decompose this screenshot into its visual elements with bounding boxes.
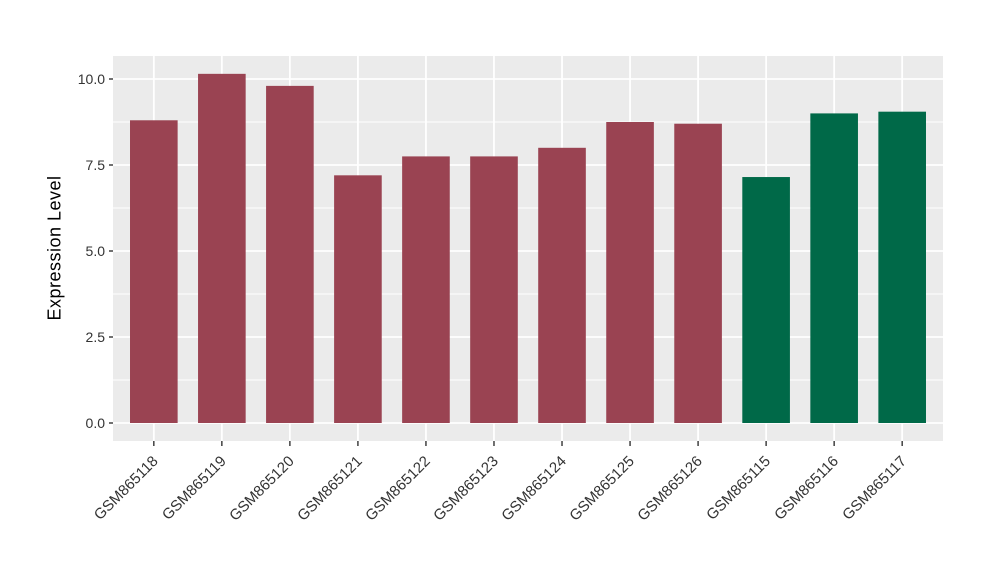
x-tick-label-GSM865115: GSM865115 [703, 453, 774, 524]
x-tick-label-GSM865123: GSM865123 [430, 453, 502, 525]
y-axis-title: Expression Level [44, 175, 65, 321]
bar-GSM865120 [266, 85, 314, 423]
bar-GSM865123 [470, 156, 518, 423]
x-tick-label-GSM865117: GSM865117 [839, 453, 910, 524]
bar-GSM865119 [198, 73, 246, 423]
bar-GSM865126 [674, 123, 722, 423]
x-tick-label-GSM865120: GSM865120 [226, 453, 298, 525]
x-tick-label-GSM865119: GSM865119 [159, 453, 230, 524]
y-tick-label: 10.0 [78, 71, 105, 87]
x-tick-label-GSM865122: GSM865122 [362, 453, 434, 525]
x-tick-label-GSM865118: GSM865118 [91, 453, 162, 524]
bar-GSM865116 [810, 113, 858, 424]
x-tick-label-GSM865124: GSM865124 [498, 453, 570, 525]
bar-GSM865117 [878, 111, 926, 424]
x-tick-label-GSM865116: GSM865116 [771, 453, 842, 524]
bar-GSM865115 [742, 177, 790, 423]
y-tick-label: 0.0 [86, 415, 106, 431]
y-tick-label: 5.0 [86, 243, 106, 259]
x-tick-label-GSM865125: GSM865125 [566, 453, 638, 525]
y-tick-label: 7.5 [86, 157, 106, 173]
bar-GSM865125 [606, 122, 654, 423]
x-tick-label-GSM865121: GSM865121 [294, 453, 366, 525]
y-tick-label: 2.5 [86, 329, 106, 345]
bar-GSM865124 [538, 147, 586, 424]
plot-panel [113, 56, 943, 441]
x-tick-label-GSM865126: GSM865126 [634, 453, 706, 525]
bar-GSM865121 [334, 175, 382, 423]
bar-GSM865122 [402, 156, 450, 423]
bar-GSM865118 [130, 120, 178, 423]
